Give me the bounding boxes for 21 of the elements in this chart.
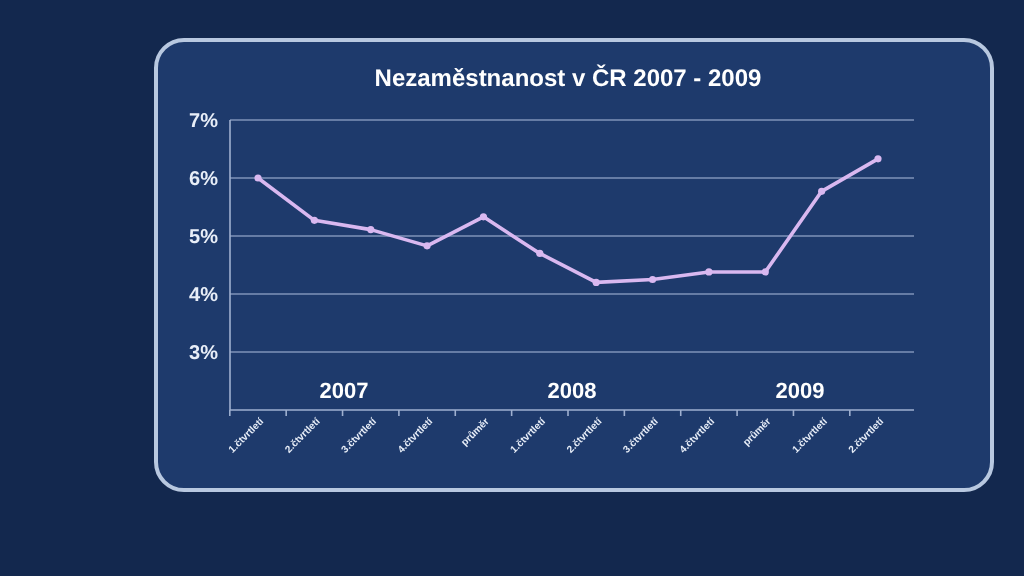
point [423,242,431,250]
point [536,249,544,257]
annotation: 2008 [547,380,597,404]
annotation: 2007 [319,380,369,404]
point [874,155,882,163]
annotation: 2009 [775,380,825,404]
point [705,268,713,276]
chart-title: Nezaměstnanost v ČR 2007 - 2009 [374,64,763,92]
y-tick-label: 3% [189,343,219,365]
y-tick-label: 4% [189,285,219,307]
y-tick-label: 5% [189,227,219,249]
point [479,213,488,221]
point [818,187,826,195]
point [761,268,769,276]
point [254,174,262,182]
point [648,275,657,284]
y-tick-label: 6% [189,169,219,191]
point [310,216,318,224]
y-tick-label: 7% [189,111,219,133]
point [367,226,375,234]
point [592,278,600,286]
